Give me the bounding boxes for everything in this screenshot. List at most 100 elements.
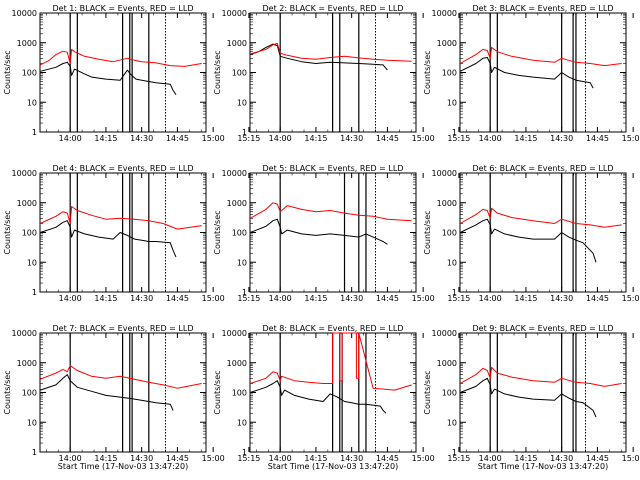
y-tick-label: 1000 (437, 359, 457, 368)
x-tick-label: 14:00 (479, 454, 502, 463)
x-tick-label: 14:45 (586, 454, 609, 463)
y-tick-label: 1 (242, 128, 247, 137)
x-tick-label: 14:30 (550, 134, 573, 143)
x-tick-label: 14:15 (304, 454, 327, 463)
detector-panel-3: Det 3: BLACK = Events, RED = LLD Counts/s… (423, 4, 640, 143)
series-line-events (40, 61, 177, 95)
y-tick-label: 1000 (227, 359, 247, 368)
detector-panel-9: Det 9: BLACK = Events, RED = LLD Counts/s… (423, 324, 640, 471)
panel-title: Det 5: BLACK = Events, RED = LLD (263, 164, 404, 173)
y-tick-label: 1000 (17, 359, 37, 368)
y-tick-label: 10000 (222, 169, 247, 178)
y-tick-label: 1 (242, 448, 247, 457)
y-tick-label: 10000 (12, 9, 37, 18)
y-tick-label: 100 (442, 229, 457, 238)
plot-frame (459, 332, 627, 453)
x-tick-label: 14:45 (586, 294, 609, 303)
panel-title: Det 1: BLACK = Events, RED = LLD (53, 4, 194, 13)
y-axis-label: Counts/sec (213, 370, 222, 414)
x-tick-label: 14:15 (514, 294, 537, 303)
series-line-events (459, 57, 594, 89)
y-tick-label: 100 (22, 389, 37, 398)
y-tick-label: 100 (22, 69, 37, 78)
y-tick-label: 1 (32, 288, 37, 297)
series-line-lld (250, 42, 412, 62)
detector-panel-5: Det 5: BLACK = Events, RED = LLD Counts/s… (213, 164, 470, 303)
panel-title: Det 7: BLACK = Events, RED = LLD (53, 324, 194, 333)
x-tick-label: 15:00 (202, 454, 225, 463)
y-tick-label: 10 (27, 258, 37, 267)
y-axis-label: Counts/sec (3, 50, 12, 94)
series-line-lld (40, 365, 202, 389)
detector-panel-1: Det 1: BLACK = Events, RED = LLD Counts/s… (3, 4, 260, 143)
y-axis-label: Counts/sec (423, 50, 432, 94)
series-line-events (250, 218, 388, 245)
x-tick-label: 14:15 (94, 134, 117, 143)
series-line-events (40, 220, 177, 258)
series-line-lld (249, 202, 412, 222)
y-tick-label: 10 (27, 418, 37, 427)
x-tick-label: 14:45 (376, 454, 399, 463)
y-tick-label: 1000 (17, 199, 37, 208)
y-tick-label: 10000 (432, 169, 457, 178)
y-tick-label: 1000 (227, 39, 247, 48)
x-axis-label: Start Time (17-Nov-03 13:47:20) (268, 462, 398, 471)
x-tick-label: 14:00 (269, 294, 292, 303)
x-tick-label: 14:15 (94, 454, 117, 463)
x-tick-label: 15:00 (622, 294, 640, 303)
x-tick-label: 14:15 (94, 294, 117, 303)
detector-panel-2: Det 2: BLACK = Events, RED = LLD Counts/s… (213, 4, 470, 143)
series-line-lld (250, 332, 412, 391)
y-tick-label: 10 (447, 418, 457, 427)
x-axis-label: Start Time (17-Nov-03 13:47:20) (58, 462, 188, 471)
x-tick-label: 14:15 (304, 294, 327, 303)
x-tick-label: 14:00 (479, 134, 502, 143)
x-tick-label: 14:15 (514, 134, 537, 143)
panel-title: Det 8: BLACK = Events, RED = LLD (263, 324, 404, 333)
x-tick-label: 14:15 (304, 134, 327, 143)
detector-panel-4: Det 4: BLACK = Events, RED = LLD Counts/s… (3, 164, 260, 303)
x-tick-label: 14:30 (340, 454, 363, 463)
x-tick-label: 15:15 (237, 454, 260, 463)
x-tick-label: 15:15 (237, 134, 260, 143)
x-tick-label: 15:00 (412, 454, 435, 463)
y-tick-label: 1 (452, 128, 457, 137)
x-tick-label: 14:45 (376, 294, 399, 303)
y-tick-label: 10000 (432, 329, 457, 338)
series-line-events (459, 218, 597, 263)
y-tick-label: 100 (442, 69, 457, 78)
series-line-lld (459, 46, 622, 67)
x-tick-label: 15:15 (237, 294, 260, 303)
y-tick-label: 100 (442, 389, 457, 398)
y-axis-label: Counts/sec (213, 50, 222, 94)
x-tick-label: 14:30 (340, 294, 363, 303)
x-tick-label: 14:00 (59, 294, 82, 303)
x-tick-label: 14:30 (130, 454, 153, 463)
series-line-events (40, 374, 174, 411)
y-tick-label: 10 (237, 418, 247, 427)
series-line-events (250, 43, 388, 71)
series-line-lld (39, 48, 202, 67)
y-tick-label: 1000 (437, 199, 457, 208)
x-tick-label: 15:00 (622, 134, 640, 143)
y-tick-label: 1000 (17, 39, 37, 48)
x-tick-label: 14:45 (586, 134, 609, 143)
x-tick-label: 15:00 (202, 294, 225, 303)
panel-title: Det 6: BLACK = Events, RED = LLD (473, 164, 614, 173)
x-tick-label: 14:30 (130, 134, 153, 143)
y-axis-label: Counts/sec (423, 370, 432, 414)
x-tick-label: 15:00 (202, 134, 225, 143)
detector-panel-7: Det 7: BLACK = Events, RED = LLD Counts/s… (3, 324, 260, 471)
detector-panel-6: Det 6: BLACK = Events, RED = LLD Counts/s… (423, 164, 640, 303)
panel-title: Det 2: BLACK = Events, RED = LLD (263, 4, 404, 13)
panel-title: Det 9: BLACK = Events, RED = LLD (473, 324, 614, 333)
y-tick-label: 1 (32, 448, 37, 457)
y-tick-label: 10000 (12, 329, 37, 338)
x-tick-label: 14:00 (479, 294, 502, 303)
x-tick-label: 15:00 (412, 134, 435, 143)
series-line-lld (39, 206, 202, 230)
x-axis-label: Start Time (17-Nov-03 13:47:20) (478, 462, 608, 471)
x-tick-label: 14:00 (269, 454, 292, 463)
x-tick-label: 14:00 (59, 454, 82, 463)
